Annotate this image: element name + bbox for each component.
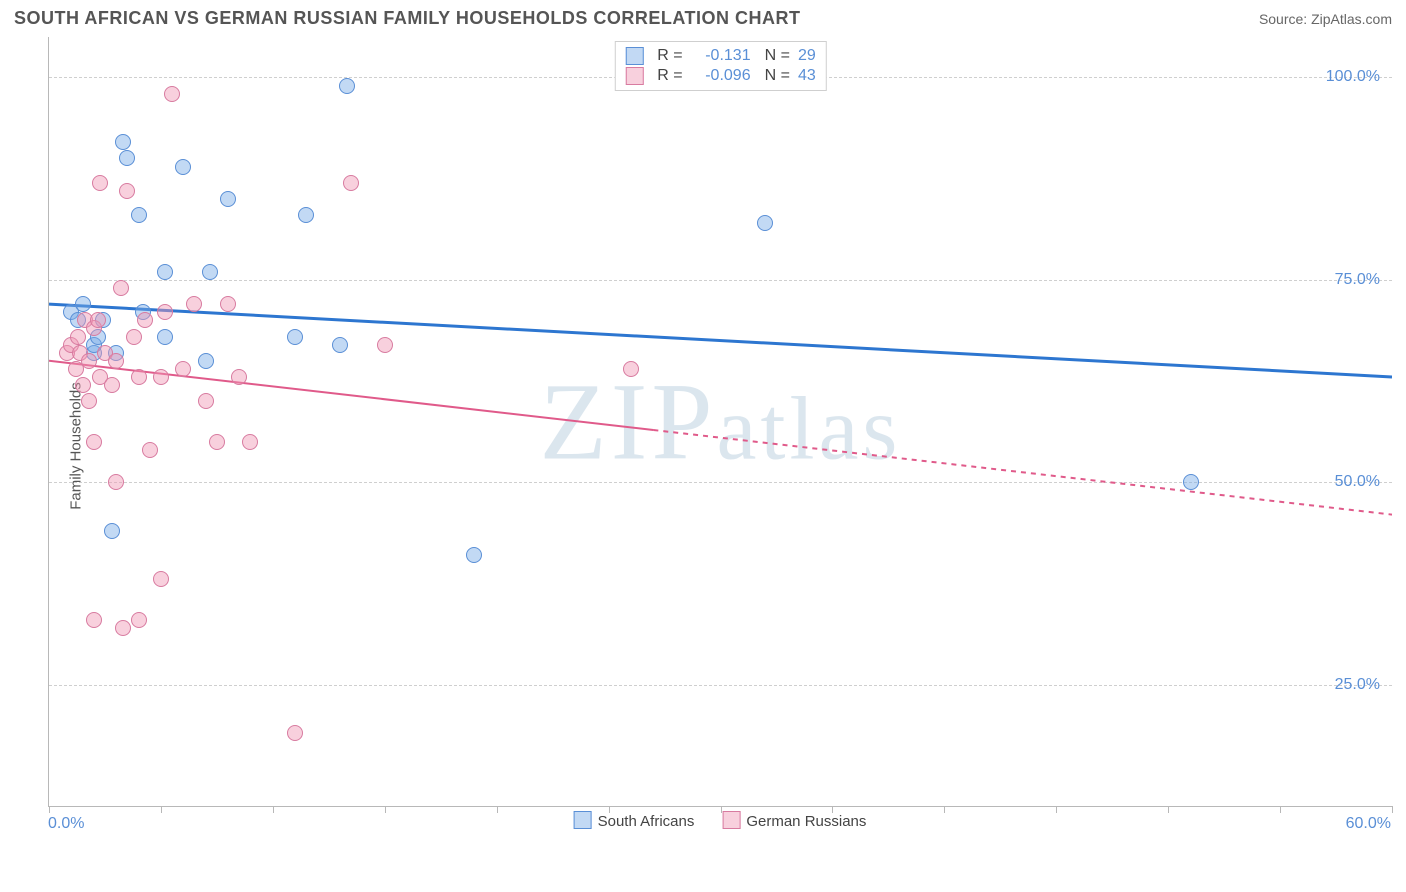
r-label: R = [657, 47, 682, 65]
data-point [298, 207, 314, 223]
data-point [113, 280, 129, 296]
y-tick-label: 50.0% [1335, 473, 1380, 491]
trend-lines [49, 37, 1392, 806]
data-point [92, 175, 108, 191]
data-point [175, 361, 191, 377]
data-point [186, 296, 202, 312]
legend-swatch [625, 67, 643, 85]
data-point [119, 183, 135, 199]
data-point [104, 377, 120, 393]
data-point [86, 612, 102, 628]
n-value: 29 [798, 47, 816, 65]
data-point [231, 369, 247, 385]
data-point [131, 612, 147, 628]
r-label: R = [657, 67, 682, 85]
data-point [90, 312, 106, 328]
data-point [287, 725, 303, 741]
legend-label: German Russians [746, 813, 866, 830]
data-point [220, 296, 236, 312]
data-point [142, 442, 158, 458]
data-point [157, 264, 173, 280]
legend-row: R = -0.096 N = 43 [625, 66, 815, 86]
data-point [198, 353, 214, 369]
chart-title: SOUTH AFRICAN VS GERMAN RUSSIAN FAMILY H… [14, 8, 801, 29]
y-tick-label: 75.0% [1335, 271, 1380, 289]
data-point [343, 175, 359, 191]
data-point [126, 329, 142, 345]
data-point [377, 337, 393, 353]
data-point [131, 207, 147, 223]
data-point [287, 329, 303, 345]
legend-row: R = -0.131 N = 29 [625, 46, 815, 66]
data-point [115, 134, 131, 150]
r-value: -0.131 [691, 47, 751, 65]
data-point [220, 191, 236, 207]
data-point [757, 215, 773, 231]
data-point [115, 620, 131, 636]
data-point [175, 159, 191, 175]
correlation-legend: R = -0.131 N = 29 R = -0.096 N = 43 [614, 41, 826, 91]
legend-item: German Russians [722, 811, 866, 830]
data-point [157, 304, 173, 320]
data-point [137, 312, 153, 328]
data-point [131, 369, 147, 385]
data-point [81, 353, 97, 369]
data-point [198, 393, 214, 409]
data-point [164, 86, 180, 102]
data-point [466, 547, 482, 563]
legend-swatch [722, 811, 740, 829]
data-point [202, 264, 218, 280]
data-point [81, 393, 97, 409]
data-point [86, 434, 102, 450]
n-label: N = [765, 47, 790, 65]
chart-area: ZIPatlas R =-0.131N =29R =-0.096N =43 25… [48, 37, 1392, 807]
data-point [153, 369, 169, 385]
data-point [209, 434, 225, 450]
source-label: Source: ZipAtlas.com [1259, 11, 1392, 27]
data-point [153, 571, 169, 587]
data-point [1183, 474, 1199, 490]
legend-swatch [574, 811, 592, 829]
data-point [332, 337, 348, 353]
legend-swatch [625, 47, 643, 65]
data-point [75, 377, 91, 393]
y-tick-label: 100.0% [1326, 68, 1380, 86]
data-point [70, 329, 86, 345]
x-tick [1392, 806, 1393, 813]
data-point [108, 353, 124, 369]
x-tick-label: 0.0% [48, 815, 84, 833]
header: SOUTH AFRICAN VS GERMAN RUSSIAN FAMILY H… [0, 0, 1406, 37]
data-point [119, 150, 135, 166]
data-point [157, 329, 173, 345]
r-value: -0.096 [691, 67, 751, 85]
data-point [339, 78, 355, 94]
n-label: N = [765, 67, 790, 85]
n-value: 43 [798, 67, 816, 85]
data-point [242, 434, 258, 450]
data-point [108, 474, 124, 490]
legend-item: South Africans [574, 811, 695, 830]
x-axis: South Africans German Russians 0.0% 60.0% [48, 807, 1392, 835]
y-tick-label: 25.0% [1335, 676, 1380, 694]
series-legend: South Africans German Russians [574, 811, 867, 830]
data-point [75, 296, 91, 312]
x-tick-label: 60.0% [1346, 815, 1391, 833]
data-point [104, 523, 120, 539]
legend-label: South Africans [598, 813, 695, 830]
data-point [623, 361, 639, 377]
